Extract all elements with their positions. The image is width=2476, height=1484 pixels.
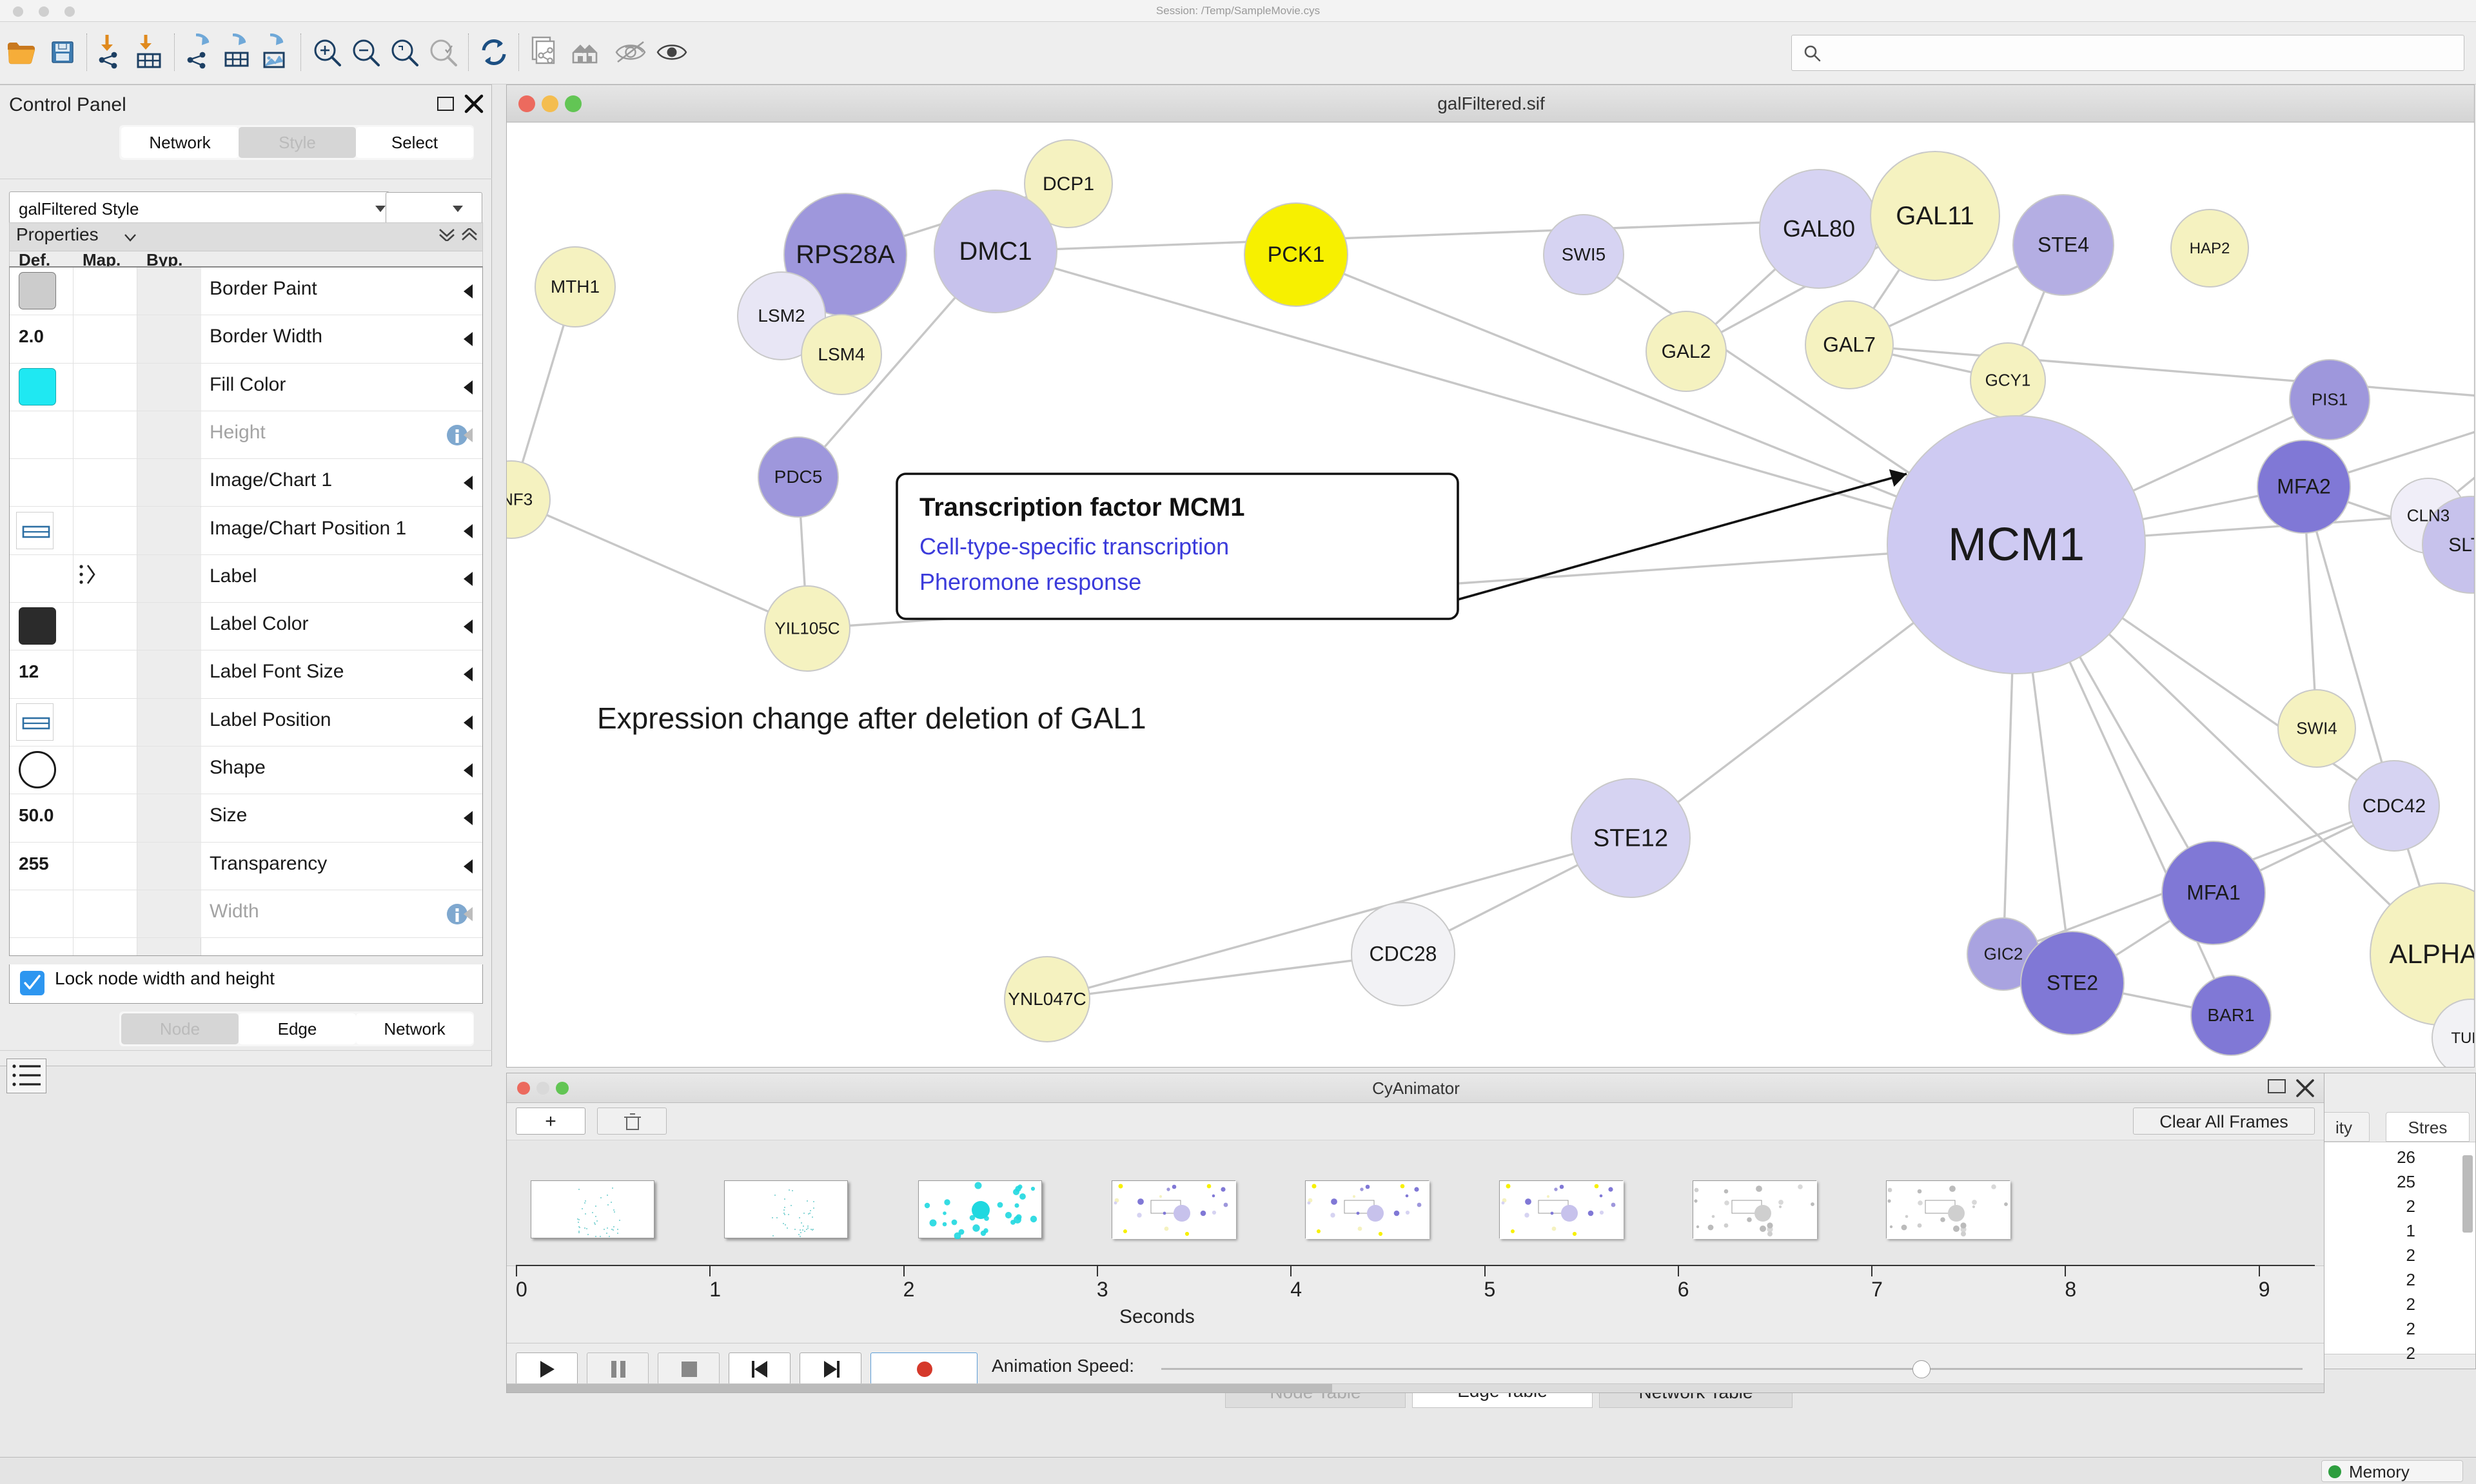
svg-text:ALPHA2: ALPHA2 — [2389, 939, 2475, 969]
svg-text:CDC28: CDC28 — [1370, 942, 1437, 966]
svg-text:GAL2: GAL2 — [1662, 341, 1711, 362]
svg-text:PDC5: PDC5 — [774, 467, 823, 487]
svg-text:STE12: STE12 — [1593, 825, 1668, 852]
svg-text:SNF3: SNF3 — [507, 490, 533, 509]
svg-text:LSM4: LSM4 — [818, 344, 865, 364]
svg-text:CLN3: CLN3 — [2407, 506, 2450, 525]
svg-text:HAP2: HAP2 — [2190, 240, 2230, 257]
svg-text:GIC2: GIC2 — [1984, 944, 2023, 964]
svg-text:MFA2: MFA2 — [2277, 475, 2331, 498]
svg-text:MCM1: MCM1 — [1948, 519, 2085, 571]
svg-text:MTH1: MTH1 — [551, 277, 600, 297]
svg-text:YNL047C: YNL047C — [1008, 989, 1086, 1009]
svg-text:YIL105C: YIL105C — [774, 619, 840, 638]
svg-text:PIS1: PIS1 — [2312, 390, 2348, 409]
svg-text:Expression change after deleti: Expression change after deletion of GAL1 — [597, 701, 1146, 735]
svg-text:TUP1: TUP1 — [2451, 1030, 2475, 1047]
svg-text:RPS28A: RPS28A — [796, 240, 895, 269]
svg-text:Pheromone response: Pheromone response — [919, 569, 1141, 595]
svg-text:PCK1: PCK1 — [1268, 242, 1325, 267]
svg-text:STE2: STE2 — [2047, 971, 2098, 995]
svg-text:STE4: STE4 — [2038, 233, 2089, 257]
svg-text:GAL7: GAL7 — [1823, 333, 1876, 356]
svg-text:DMC1: DMC1 — [959, 237, 1032, 266]
svg-text:BAR1: BAR1 — [2207, 1005, 2254, 1025]
svg-text:DCP1: DCP1 — [1043, 173, 1094, 195]
svg-text:SLT2: SLT2 — [2448, 534, 2475, 556]
svg-text:GAL11: GAL11 — [1896, 202, 1974, 230]
svg-text:LSM2: LSM2 — [758, 306, 805, 326]
svg-text:GAL80: GAL80 — [1783, 215, 1855, 242]
svg-text:Transcription factor MCM1: Transcription factor MCM1 — [919, 493, 1245, 522]
svg-text:Cell-type-specific transcripti: Cell-type-specific transcription — [919, 533, 1229, 560]
svg-text:GCY1: GCY1 — [1985, 371, 2031, 390]
svg-text:SWI5: SWI5 — [1562, 244, 1606, 264]
svg-text:CDC42: CDC42 — [2363, 796, 2426, 817]
svg-text:MFA1: MFA1 — [2186, 881, 2241, 904]
svg-text:SWI4: SWI4 — [2296, 719, 2337, 738]
